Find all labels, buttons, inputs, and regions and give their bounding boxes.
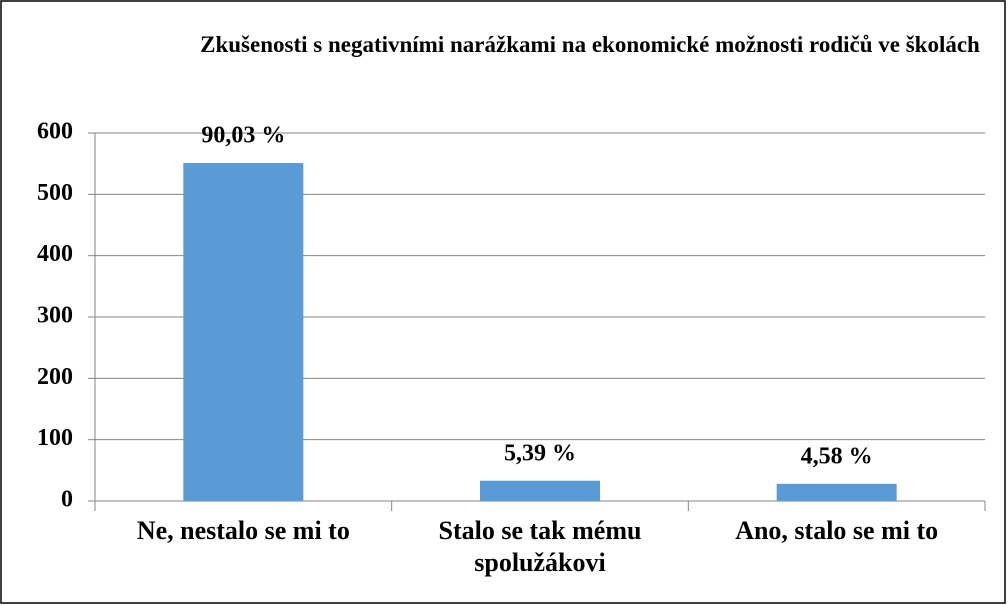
- x-tick-label: Ano, stalo se mi to: [735, 516, 939, 545]
- y-tick-label: 200: [37, 364, 73, 390]
- bar-annotation: 5,39 %: [504, 440, 576, 466]
- y-tick-label: 600: [37, 119, 73, 145]
- bar-annotation: 90,03 %: [201, 123, 285, 149]
- y-tick-label: 500: [37, 180, 73, 206]
- y-tick-label: 400: [37, 241, 73, 267]
- y-tick-label: 100: [37, 425, 73, 451]
- x-tick-label: Ne, nestalo se mi to: [136, 516, 350, 545]
- y-tick-label: 0: [61, 487, 73, 513]
- bar: [183, 163, 304, 501]
- x-tick-label: Stalo se tak mému spolužákovi: [438, 516, 642, 577]
- chart-title: Zkušenosti s negativními narážkami na ek…: [200, 32, 980, 57]
- bar: [480, 480, 600, 501]
- bar: [776, 483, 897, 501]
- y-tick-label: 300: [37, 303, 73, 329]
- bar-annotation: 4,58 %: [801, 443, 873, 469]
